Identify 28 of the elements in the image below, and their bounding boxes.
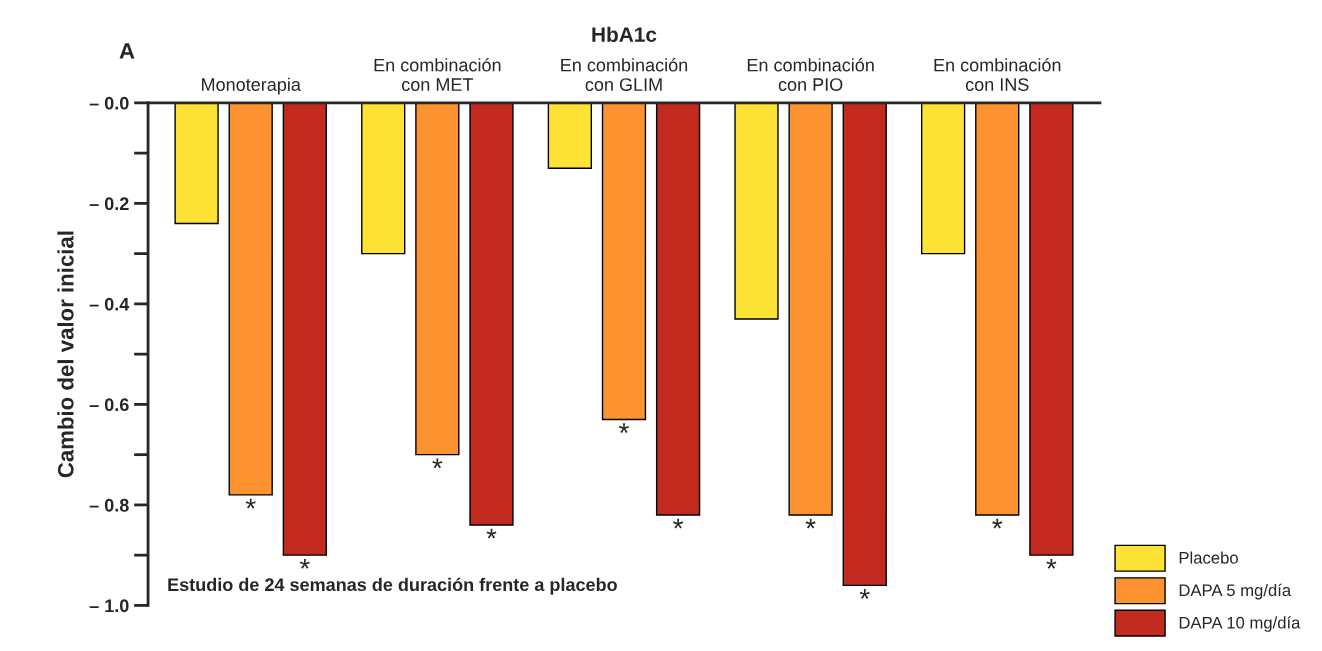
data-label: *	[992, 518, 1003, 529]
x-tick-label: En combinación con GLIM	[561, 58, 688, 91]
data-label: *	[432, 458, 443, 469]
y-axis-title: Cambio del valor inicial	[57, 231, 74, 478]
data-label: *	[673, 518, 684, 529]
y-tick-label: – 1.0	[89, 599, 129, 613]
y-tick-label: – 0.8	[89, 498, 129, 512]
x-axis-title: Estudio de 24 semanas de duración frente a placebo	[168, 577, 617, 595]
legend-label: DAPA 5 mg/día	[1179, 583, 1292, 600]
x-tick-label: En combinación con PIO	[747, 58, 874, 91]
data-label: *	[619, 423, 629, 434]
y-tick-label: – 0.4	[89, 297, 130, 311]
x-tick-label: En combinación con MET	[374, 58, 501, 91]
text: A	[119, 43, 135, 59]
x-tick-label: En combinación con INS	[934, 58, 1061, 91]
data-label: *	[245, 498, 256, 509]
data-label: *	[805, 518, 816, 529]
chart-title: HbA1c	[592, 26, 657, 42]
data-label: *	[299, 558, 310, 569]
legend-label: Placebo	[1179, 551, 1238, 564]
legend-label: DAPA 10 mg/día	[1179, 616, 1301, 632]
y-tick-label: – 0.0	[89, 96, 129, 110]
data-label: *	[859, 589, 870, 599]
y-tick-label: – 0.2	[89, 197, 129, 211]
data-label: *	[1046, 558, 1057, 569]
data-label: *	[486, 528, 497, 539]
x-tick-label: Monoterapia	[202, 77, 301, 95]
y-tick-label: – 0.6	[89, 398, 129, 412]
